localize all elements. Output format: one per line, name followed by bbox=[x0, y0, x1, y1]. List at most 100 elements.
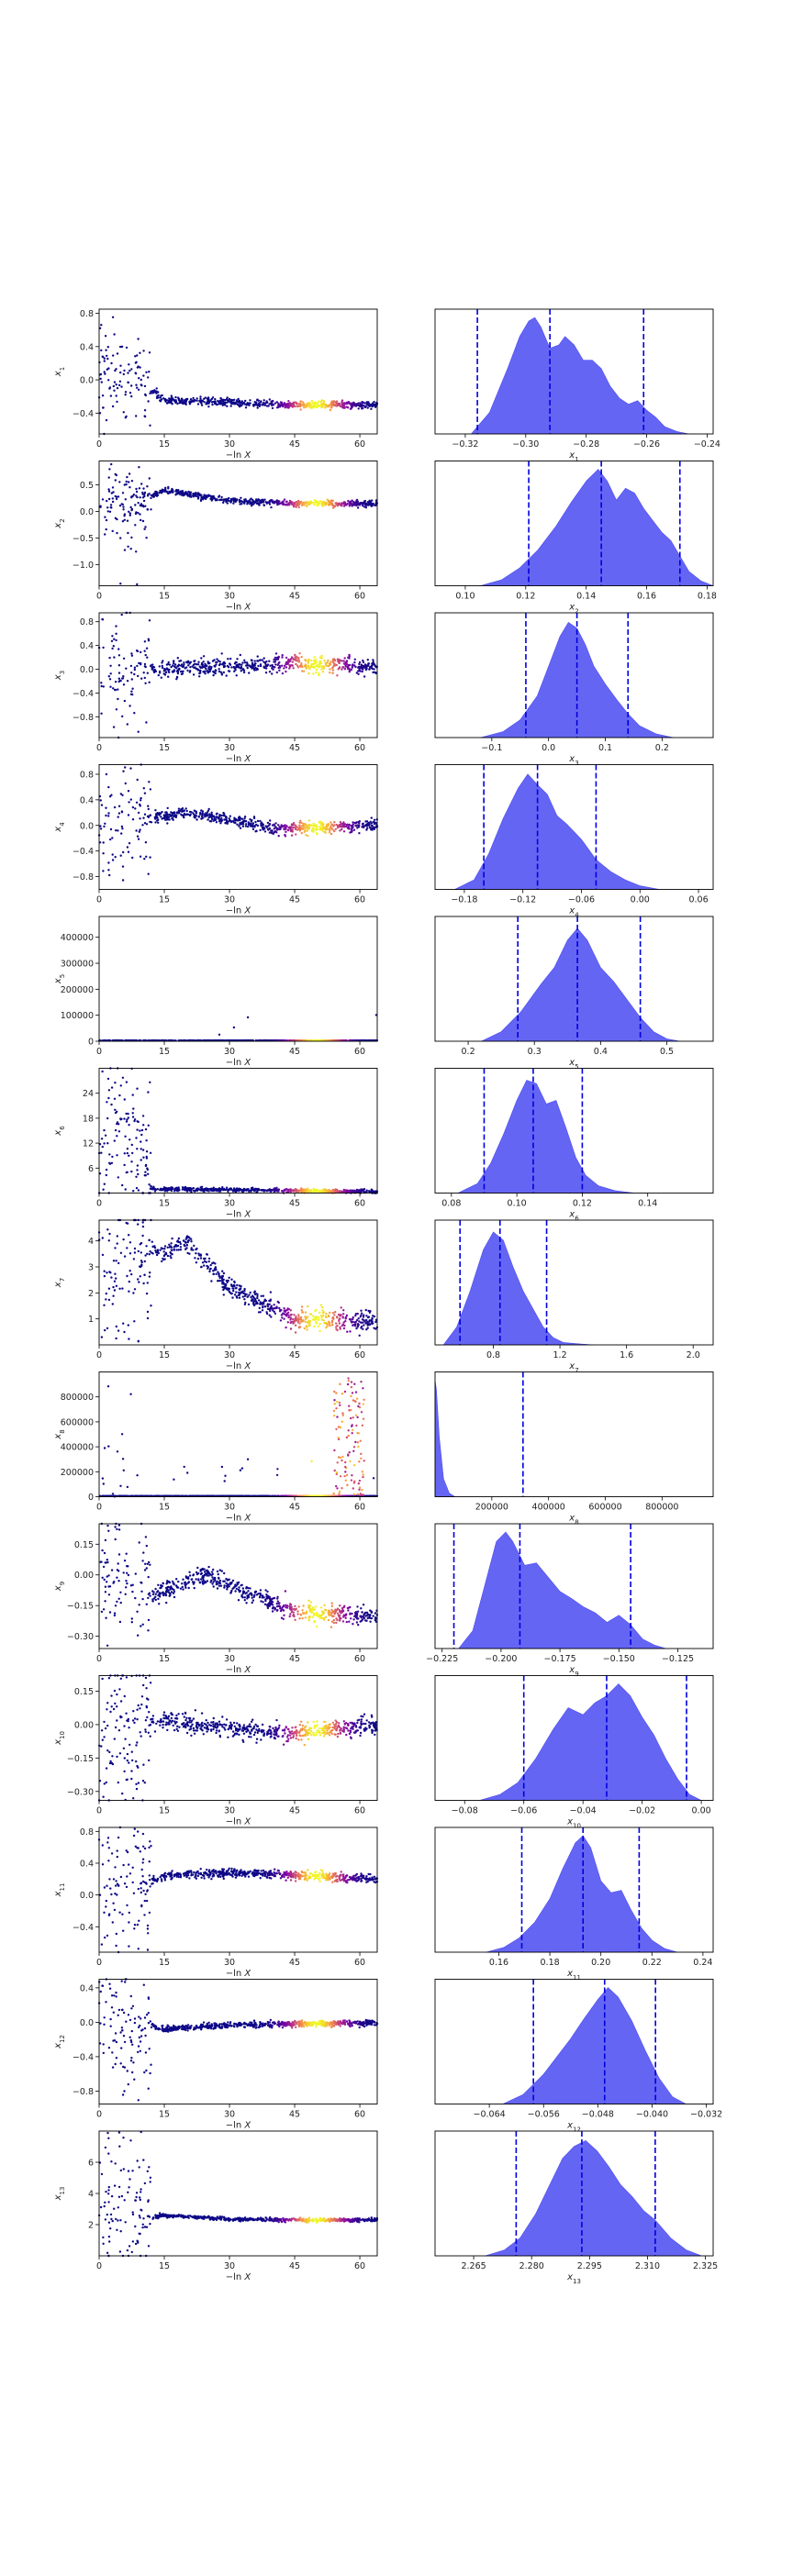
trace-point bbox=[149, 424, 151, 427]
trace-point bbox=[249, 1291, 251, 1294]
trace-point bbox=[357, 402, 360, 405]
trace-point bbox=[251, 822, 254, 825]
x-axis-label: −ln X bbox=[226, 1210, 252, 1220]
trace-point bbox=[304, 1320, 307, 1324]
trace-point bbox=[250, 659, 253, 661]
trace-point bbox=[130, 1170, 133, 1173]
trace-point bbox=[152, 1186, 155, 1190]
trace-point bbox=[173, 1249, 176, 1251]
trace-point bbox=[319, 1304, 323, 1306]
trace-point bbox=[296, 828, 299, 831]
trace-point bbox=[186, 494, 189, 496]
trace-point bbox=[131, 1094, 134, 1096]
trace-point bbox=[223, 402, 226, 405]
trace-point bbox=[120, 825, 124, 828]
trace-point bbox=[133, 1119, 136, 1123]
trace-point bbox=[315, 499, 318, 503]
trace-point bbox=[174, 399, 177, 402]
trace-point bbox=[115, 368, 117, 371]
trace-point bbox=[335, 663, 338, 667]
trace-point bbox=[121, 1076, 125, 1080]
trace-point bbox=[157, 821, 160, 824]
trace-point bbox=[218, 1189, 221, 1192]
trace-point bbox=[170, 1242, 173, 1245]
trace-point bbox=[126, 519, 129, 522]
trace-point bbox=[138, 1281, 140, 1283]
trace-point bbox=[325, 404, 328, 407]
trace-point bbox=[173, 815, 175, 818]
trace-point bbox=[118, 1287, 121, 1291]
trace-point bbox=[130, 1143, 133, 1147]
trace-point bbox=[235, 401, 238, 404]
trace-point bbox=[283, 1317, 285, 1320]
trace-point bbox=[136, 354, 139, 357]
trace-point bbox=[141, 519, 145, 523]
trace-point bbox=[301, 665, 304, 669]
trace-point bbox=[148, 1253, 151, 1256]
x-tick-label: 0.14 bbox=[638, 1199, 657, 1209]
trace-point bbox=[362, 402, 364, 405]
trace-point bbox=[219, 818, 222, 822]
trace-point bbox=[111, 635, 114, 638]
trace-point bbox=[111, 859, 115, 861]
trace-point bbox=[220, 652, 223, 655]
trace-point bbox=[130, 1160, 133, 1163]
trace-point bbox=[140, 378, 142, 382]
trace-point bbox=[316, 826, 318, 828]
trace-point bbox=[360, 667, 363, 670]
trace-point bbox=[256, 1296, 259, 1300]
trace-point bbox=[228, 1276, 230, 1280]
trace-point bbox=[119, 583, 122, 585]
trace-point bbox=[118, 481, 121, 483]
trace-point bbox=[106, 1271, 108, 1274]
trace-point bbox=[258, 402, 261, 405]
trace-point bbox=[126, 1171, 128, 1174]
trace-point bbox=[143, 676, 146, 680]
trace-point bbox=[197, 669, 200, 672]
trace-point bbox=[150, 390, 152, 393]
trace-point bbox=[256, 1294, 259, 1298]
trace-point bbox=[148, 681, 151, 683]
trace-point bbox=[205, 494, 207, 497]
trace-point bbox=[196, 403, 200, 405]
trace-point bbox=[115, 1260, 117, 1262]
trace-point bbox=[105, 1292, 108, 1295]
trace-point bbox=[110, 1276, 113, 1279]
trace-point bbox=[213, 671, 216, 673]
trace-point bbox=[149, 1271, 151, 1274]
trace-point bbox=[314, 661, 317, 663]
trace-point bbox=[204, 1257, 207, 1260]
trace-point bbox=[252, 503, 255, 505]
y-axis-label: x1 bbox=[53, 367, 66, 377]
trace-point bbox=[303, 1188, 307, 1191]
trace-point bbox=[144, 653, 147, 657]
trace-point bbox=[136, 1087, 139, 1090]
trace-point bbox=[209, 668, 212, 671]
trace-point bbox=[129, 664, 133, 668]
trace-point bbox=[168, 1243, 171, 1247]
trace-point bbox=[123, 369, 126, 372]
trace-points bbox=[98, 1014, 379, 1042]
trace-point bbox=[300, 1309, 303, 1312]
trace-point bbox=[189, 666, 192, 669]
trace-point bbox=[188, 495, 191, 498]
trace-point bbox=[235, 399, 239, 402]
trace-point bbox=[322, 1190, 325, 1194]
trace-point bbox=[141, 491, 144, 494]
trace-point bbox=[324, 661, 327, 665]
trace-point bbox=[259, 819, 262, 823]
trace-point bbox=[115, 394, 117, 397]
trace-point bbox=[269, 499, 273, 502]
trace-point bbox=[279, 1319, 283, 1322]
trace-point bbox=[138, 466, 140, 469]
trace-point bbox=[134, 372, 137, 374]
trace-point bbox=[323, 660, 326, 662]
trace-point bbox=[356, 824, 359, 827]
trace-point bbox=[140, 1159, 142, 1161]
trace-point bbox=[237, 1294, 240, 1297]
trace-point bbox=[225, 499, 228, 503]
trace-point bbox=[269, 664, 272, 667]
trace-point bbox=[160, 492, 163, 494]
trace-point bbox=[296, 666, 300, 669]
trace-point bbox=[105, 418, 108, 422]
